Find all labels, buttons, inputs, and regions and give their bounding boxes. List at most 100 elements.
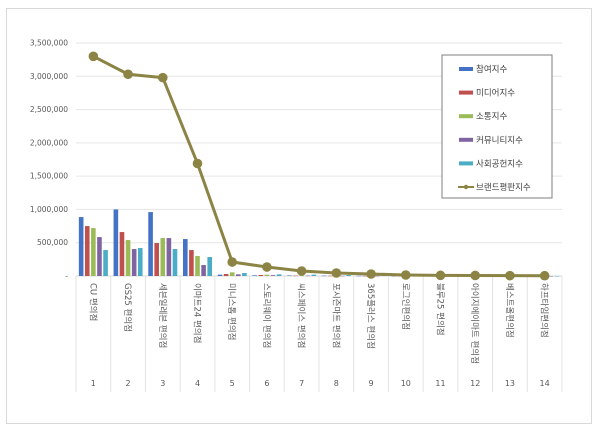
bar [252, 275, 258, 276]
legend-label: 사회공헌지수 [476, 159, 523, 169]
bar [148, 212, 153, 276]
x-category-label: 로그인편의점 [400, 283, 411, 330]
x-category-label: 365플러스 편의점 [365, 283, 376, 349]
x-category-number: 1 [91, 379, 96, 388]
line-marker [470, 270, 481, 281]
x-category-label: 스토리웨이 편의점 [261, 283, 272, 348]
bar [125, 240, 131, 276]
bar [160, 238, 166, 276]
x-category-label: 포시즌마트 편의점 [330, 283, 341, 348]
line-marker [435, 270, 446, 281]
legend-label: 참여지수 [476, 64, 507, 75]
bar [131, 249, 137, 276]
x-category-label: 블루25 편의점 [435, 283, 446, 336]
x-category-label: GS25 편의점 [122, 283, 133, 332]
bar-series [78, 209, 560, 277]
legend-swatch-icon [459, 161, 473, 166]
bar [293, 275, 298, 277]
x-category-number: 6 [264, 379, 269, 388]
bar [84, 226, 90, 276]
y-tick-label: 2,500,000 [30, 105, 68, 114]
legend-box [441, 54, 553, 199]
y-tick-label: 500,000 [37, 238, 68, 247]
line-marker [539, 270, 550, 281]
bar [258, 275, 264, 276]
bar [305, 275, 311, 277]
line-marker [88, 51, 99, 62]
bar [356, 275, 362, 277]
bar [97, 237, 102, 276]
legend-swatch-icon [459, 137, 473, 142]
bar [223, 274, 229, 276]
y-tick-label: - [65, 272, 68, 281]
y-tick-label: 3,500,000 [30, 39, 68, 48]
x-category-label: 베스트올편의점 [504, 283, 515, 338]
bar [554, 275, 560, 277]
legend-label: 커뮤니티지수 [476, 135, 523, 146]
x-category-number: 14 [540, 379, 550, 388]
legend-swatch-icon [459, 114, 473, 119]
bar [183, 239, 188, 276]
bar [172, 249, 178, 276]
bar [340, 275, 345, 277]
line-marker [227, 257, 238, 267]
line-marker [505, 270, 515, 281]
bar [119, 232, 125, 276]
x-category-number: 2 [126, 379, 131, 388]
legend-label: 브랜드평판지수 [476, 182, 531, 193]
bar [287, 275, 292, 276]
x-category-number: 3 [160, 379, 165, 388]
legend-swatch-icon [459, 90, 473, 95]
y-tick-label: 2,000,000 [30, 138, 68, 147]
bar [189, 250, 194, 276]
bar [103, 250, 108, 276]
bar [327, 275, 333, 277]
bar [270, 275, 276, 276]
x-axis: CU 편의점 1 GS25 편의점 2 세븐일레븐 편의점 3 이마트24 편의점 4 미니스톱… [75, 275, 563, 392]
bar [374, 275, 380, 277]
bar [207, 257, 212, 276]
x-category-number: 9 [369, 379, 374, 388]
bar [78, 217, 84, 276]
bar [362, 275, 368, 277]
line-marker [192, 158, 203, 169]
x-category-label: 하프타임편의점 [539, 283, 550, 338]
bar [321, 275, 327, 277]
bar [91, 228, 96, 276]
x-category-label: 세븐일레븐 편의점 [157, 283, 168, 348]
y-tick-label: 1,500,000 [30, 172, 68, 181]
brand-reputation-line [92, 54, 545, 278]
x-category-number: 12 [470, 379, 480, 388]
bar [166, 238, 172, 276]
bar [264, 274, 270, 276]
bar [311, 274, 317, 276]
line-marker [400, 270, 411, 280]
line-marker [331, 268, 342, 278]
x-category-label: 미니스톱 편의점 [226, 283, 237, 340]
legend-label: 소통지수 [476, 112, 507, 122]
line-marker [296, 266, 307, 276]
x-category-number: 7 [299, 379, 304, 388]
bar [154, 243, 159, 276]
line-marker [366, 269, 376, 279]
x-category-number: 5 [230, 379, 235, 388]
bar [229, 272, 235, 276]
x-category-number: 8 [334, 379, 339, 388]
x-category-label: CU 편의점 [87, 283, 98, 321]
bar [346, 275, 351, 276]
legend-label: 미디어지수 [476, 88, 515, 99]
line-series-brand-reputation [88, 51, 550, 281]
line-marker [123, 69, 133, 80]
bar [217, 274, 223, 276]
x-category-number: 11 [435, 379, 445, 388]
y-tick-label: 1,000,000 [30, 205, 68, 214]
bar [548, 275, 554, 277]
legend-swatch-icon [459, 67, 473, 71]
x-category-label: 씨스페이스 편의점 [296, 283, 307, 348]
bar [195, 256, 200, 276]
x-category-label: 이마트24 편의점 [192, 283, 203, 343]
x-category-number: 13 [505, 379, 515, 388]
bar [276, 274, 282, 276]
line-marker [262, 262, 272, 272]
